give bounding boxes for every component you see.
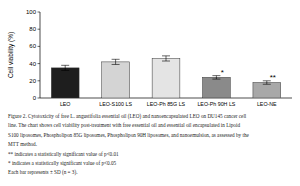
y-axis [40, 12, 41, 98]
error-line [115, 59, 116, 64]
error-line [266, 81, 267, 84]
y-tick-label: 40 [29, 61, 36, 67]
caption-line: Each bar represents ± SD (n = 3). [8, 169, 77, 176]
error-bar [212, 76, 220, 79]
caption-line: S100 liposomes, Phospholipon 85G liposom… [8, 132, 249, 138]
chart: 0 20 40 60 80 100 Cell viability (%) LEO LEO-S10… [0, 0, 300, 186]
x-tick-label: LEO-Ph 85G LS [147, 101, 186, 107]
y-tick-label: 100 [26, 9, 37, 15]
bar [203, 77, 231, 98]
caption-line: MTT method. [8, 141, 37, 147]
error-cap [112, 64, 120, 65]
y-tick [38, 63, 41, 64]
y-tick-label: 60 [29, 43, 36, 49]
error-cap [212, 79, 220, 80]
error-line [65, 65, 66, 70]
y-tick [38, 80, 41, 81]
bar [102, 62, 130, 98]
bar [253, 83, 281, 98]
caption-line: Figure 2. Cytotoxicity of free L. angust… [8, 113, 247, 120]
error-cap [61, 65, 69, 66]
caption-line: line. The chart shows cell viability pos… [8, 122, 240, 128]
y-tick-label: 80 [29, 26, 36, 32]
significance: * [221, 68, 224, 77]
bar [152, 58, 180, 98]
error-line [216, 76, 217, 79]
bars [51, 56, 280, 98]
error-cap [212, 75, 220, 76]
x-tick-label: LEO [60, 101, 71, 107]
caption-line: * indicates a statistically significant … [8, 160, 116, 166]
error-cap [162, 61, 170, 62]
error-cap [263, 84, 271, 85]
y-tick [38, 12, 41, 13]
error-bar [162, 56, 170, 61]
error-cap [61, 70, 69, 71]
x-tick-label: LEO-NE [257, 101, 277, 107]
y-tick [38, 98, 41, 99]
error-cap [112, 59, 120, 60]
error-bar [112, 59, 120, 64]
x-tick-label: LEO-S100 LS [99, 101, 132, 107]
error-cap [162, 55, 170, 56]
error-line [166, 56, 167, 61]
y-tick [38, 29, 41, 30]
error-bar [61, 65, 69, 70]
y-axis-title: Cell viability (%) [7, 32, 15, 78]
y-tick-label: 20 [29, 78, 36, 84]
x-tick-label: LEO-Ph 90H LS [197, 101, 235, 107]
y-tick-label: 0 [33, 95, 37, 101]
significance: ** [270, 73, 276, 82]
y-tick [38, 46, 41, 47]
bar [51, 68, 79, 98]
caption-line: ** indicates a statistically significant… [8, 151, 119, 157]
